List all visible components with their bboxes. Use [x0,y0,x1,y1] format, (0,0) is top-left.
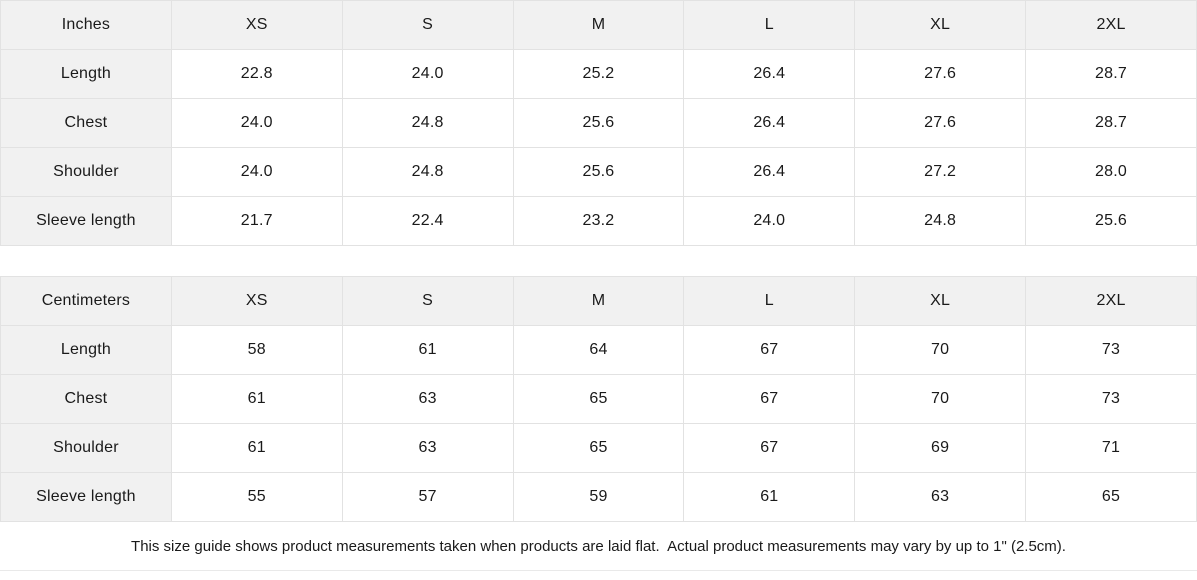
size-column-header: S [341,276,514,326]
size-column-header: XL [854,276,1027,326]
unit-header: Centimeters [0,276,172,326]
measurement-cell: 27.2 [854,147,1027,197]
measurement-cell: 24.8 [854,196,1027,246]
measurement-cell: 58 [170,325,343,375]
measurement-cell: 24.8 [341,147,514,197]
row-label: Shoulder [0,147,172,197]
table-row: Length 58 61 64 67 70 73 [0,325,1197,375]
measurement-cell: 26.4 [683,49,856,99]
measurement-cell: 21.7 [170,196,343,246]
row-label: Length [0,49,172,99]
measurement-cell: 70 [854,325,1027,375]
measurement-cell: 27.6 [854,98,1027,148]
measurement-cell: 27.6 [854,49,1027,99]
measurement-cell: 65 [512,374,685,424]
table-row: Chest 24.0 24.8 25.6 26.4 27.6 28.7 [0,98,1197,148]
measurement-cell: 26.4 [683,98,856,148]
measurement-cell: 61 [170,374,343,424]
measurement-cell: 57 [341,472,514,522]
measurement-cell: 25.6 [512,98,685,148]
size-column-header: XS [170,276,343,326]
measurement-cell: 25.6 [1025,196,1197,246]
row-label: Sleeve length [0,472,172,522]
table-row: Length 22.8 24.0 25.2 26.4 27.6 28.7 [0,49,1197,99]
measurement-cell: 64 [512,325,685,375]
centimeters-header-row: Centimeters XS S M L XL 2XL [0,276,1197,326]
measurement-cell: 73 [1025,325,1197,375]
measurement-cell: 61 [683,472,856,522]
size-column-header: M [512,0,685,50]
size-column-header: M [512,276,685,326]
measurement-cell: 71 [1025,423,1197,473]
measurement-cell: 59 [512,472,685,522]
size-column-header: S [341,0,514,50]
measurement-cell: 25.6 [512,147,685,197]
measurement-cell: 28.0 [1025,147,1197,197]
measurement-cell: 25.2 [512,49,685,99]
measurement-cell: 63 [854,472,1027,522]
measurement-cell: 61 [170,423,343,473]
table-row: Shoulder 61 63 65 67 69 71 [0,423,1197,473]
measurement-cell: 67 [683,423,856,473]
size-guide-note: This size guide shows product measuremen… [0,522,1197,571]
row-label: Shoulder [0,423,172,473]
inches-table: Inches XS S M L XL 2XL Length 22.8 24.0 … [0,0,1197,246]
measurement-cell: 61 [341,325,514,375]
measurement-cell: 24.0 [170,98,343,148]
measurement-cell: 24.0 [683,196,856,246]
measurement-cell: 69 [854,423,1027,473]
table-row: Sleeve length 21.7 22.4 23.2 24.0 24.8 2… [0,196,1197,246]
measurement-cell: 24.0 [341,49,514,99]
size-column-header: 2XL [1025,276,1197,326]
size-column-header: 2XL [1025,0,1197,50]
measurement-cell: 24.0 [170,147,343,197]
row-label: Chest [0,98,172,148]
measurement-cell: 65 [1025,472,1197,522]
measurement-cell: 63 [341,423,514,473]
unit-header: Inches [0,0,172,50]
measurement-cell: 65 [512,423,685,473]
measurement-cell: 23.2 [512,196,685,246]
measurement-cell: 26.4 [683,147,856,197]
measurement-cell: 55 [170,472,343,522]
inches-header-row: Inches XS S M L XL 2XL [0,0,1197,50]
row-label: Sleeve length [0,196,172,246]
table-row: Chest 61 63 65 67 70 73 [0,374,1197,424]
measurement-cell: 22.4 [341,196,514,246]
table-row: Shoulder 24.0 24.8 25.6 26.4 27.2 28.0 [0,147,1197,197]
measurement-cell: 63 [341,374,514,424]
table-gap [0,246,1197,276]
measurement-cell: 70 [854,374,1027,424]
measurement-cell: 67 [683,325,856,375]
measurement-cell: 28.7 [1025,98,1197,148]
table-row: Sleeve length 55 57 59 61 63 65 [0,472,1197,522]
measurement-cell: 73 [1025,374,1197,424]
measurement-cell: 28.7 [1025,49,1197,99]
centimeters-table: Centimeters XS S M L XL 2XL Length 58 61… [0,276,1197,522]
measurement-cell: 24.8 [341,98,514,148]
size-column-header: XL [854,0,1027,50]
size-column-header: L [683,276,856,326]
size-column-header: XS [170,0,343,50]
measurement-cell: 22.8 [170,49,343,99]
row-label: Chest [0,374,172,424]
measurement-cell: 67 [683,374,856,424]
row-label: Length [0,325,172,375]
size-column-header: L [683,0,856,50]
